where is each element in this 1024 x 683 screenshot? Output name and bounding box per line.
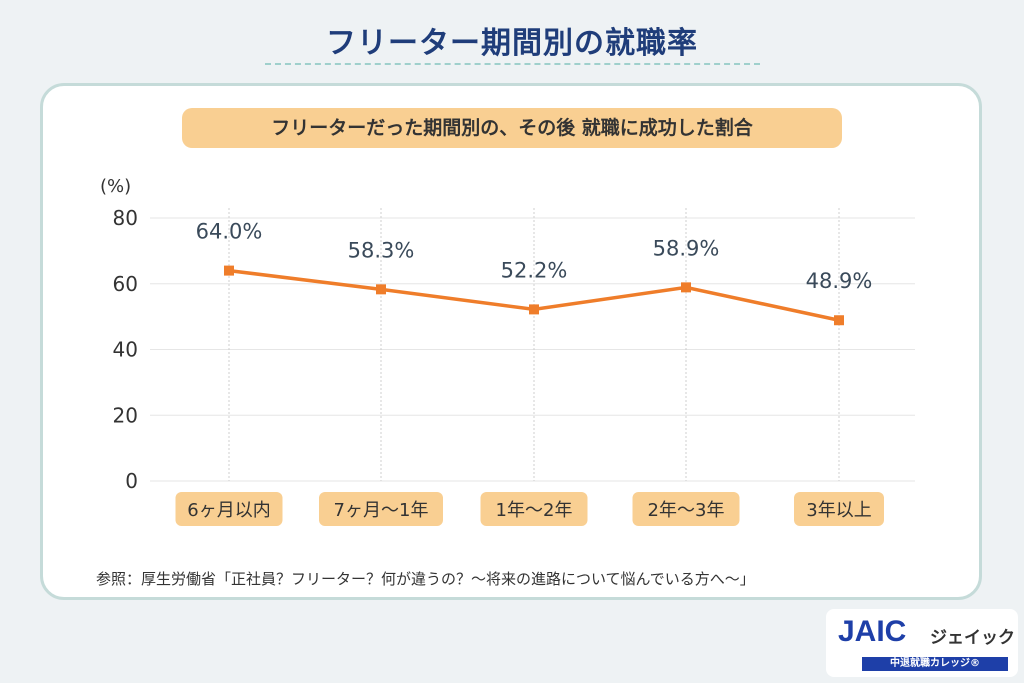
category-badge (794, 492, 884, 526)
x-tick-label: 7ヶ月〜1年 (334, 500, 429, 521)
data-point (529, 304, 539, 315)
y-axis-label: (%) (100, 176, 131, 197)
source-note: 参照：厚生労働省「正社員？フリーター？何が違うの？～将来の進路について悩んでいる… (96, 570, 755, 588)
data-label: 64.0% (196, 220, 263, 244)
data-point (681, 282, 691, 293)
logo: JAIC ジェイック 中退就職カレッジ® (826, 609, 1018, 677)
logo-brand: JAIC (838, 615, 907, 648)
data-point (834, 315, 844, 326)
category-badge (480, 492, 588, 526)
chart-title: フリーターだった期間別の、その後 就職に成功した割合 (182, 108, 842, 148)
data-point (224, 265, 234, 276)
x-tick-label: 2年〜3年 (648, 500, 725, 521)
x-tick-label: 3年以上 (806, 500, 871, 521)
data-label: 48.9% (806, 269, 873, 293)
y-tick-label: 80 (113, 206, 138, 230)
logo-kana: ジェイック (930, 628, 1015, 648)
y-tick-label: 20 (113, 403, 138, 427)
x-tick-label: 6ヶ月以内 (187, 500, 270, 521)
data-label: 52.2% (501, 258, 568, 282)
logo-tagline: 中退就職カレッジ® (862, 657, 1008, 671)
title-divider (265, 63, 760, 65)
data-point (376, 284, 386, 295)
category-badge (319, 492, 443, 526)
y-tick-label: 0 (125, 469, 138, 493)
data-label: 58.3% (348, 238, 415, 262)
data-label: 58.9% (653, 236, 720, 260)
y-tick-label: 40 (113, 338, 138, 362)
category-badge (175, 492, 283, 526)
category-badge (632, 492, 740, 526)
y-tick-label: 60 (113, 272, 138, 296)
page-title: フリーター期間別の就職率 (326, 26, 698, 61)
x-tick-label: 1年〜2年 (496, 500, 573, 521)
